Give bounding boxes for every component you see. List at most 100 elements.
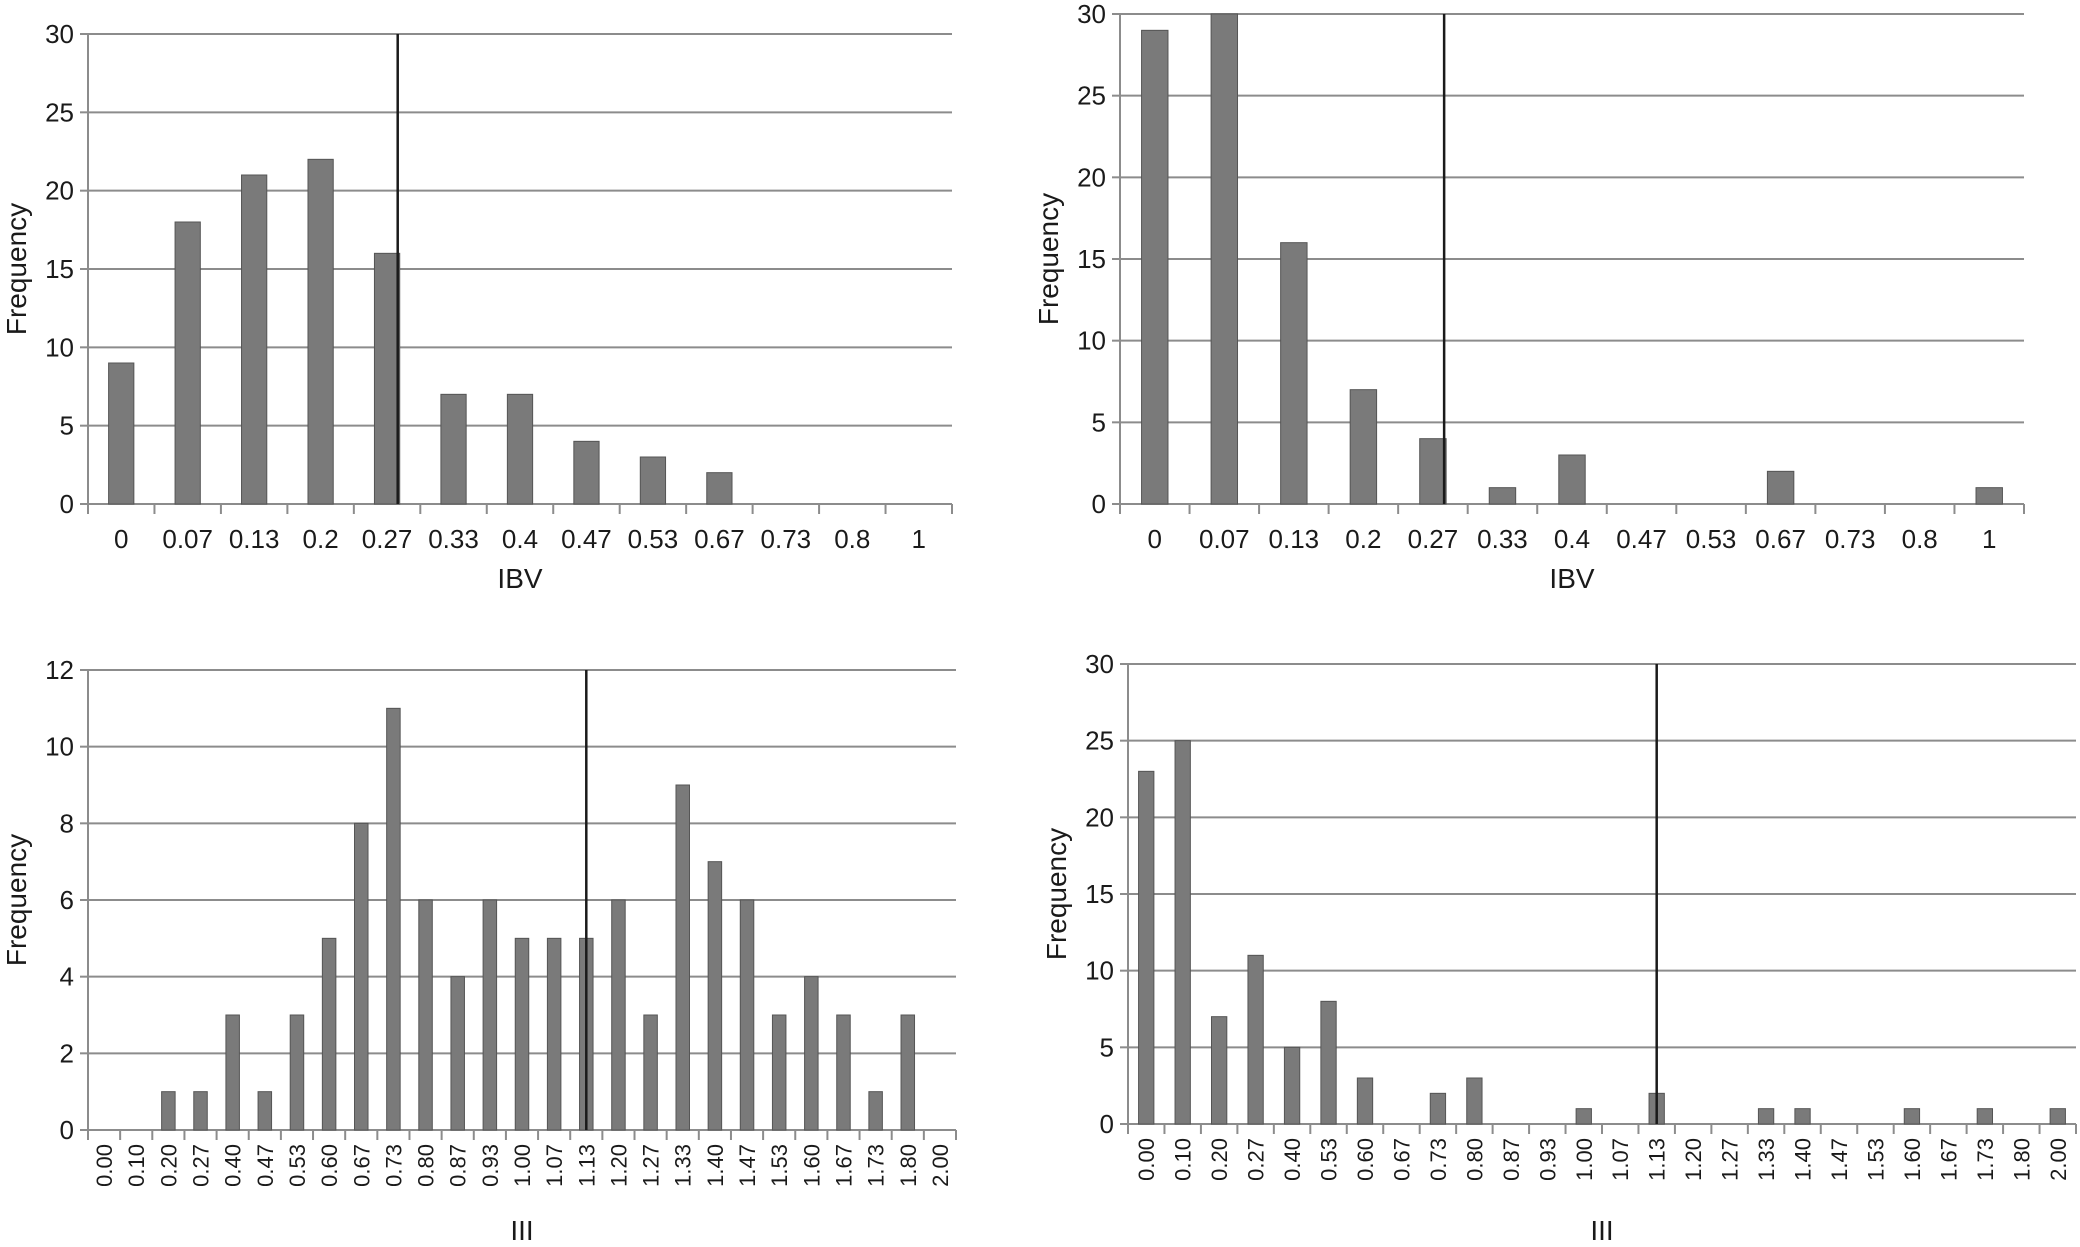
x-tick-label: 0.53 [1686,524,1737,554]
x-tick-label: 1.80 [2009,1138,2034,1181]
x-tick-label: 1.60 [799,1144,824,1187]
x-tick-label: 0.27 [362,524,413,554]
bar-0.60 [1356,1077,1374,1125]
x-tick-label: 0.33 [1477,524,1528,554]
x-tick-label: 1.20 [1681,1138,1706,1181]
bar-0.4 [506,393,534,505]
bar-0.40 [225,1014,240,1131]
x-tick-label: 0.73 [1825,524,1876,554]
bar-0.20 [1210,1016,1228,1125]
x-tick-label: 0.27 [1408,524,1459,554]
bar-0.53 [289,1014,305,1131]
y-tick-label: 2 [60,1038,74,1068]
y-tick-label: 20 [1085,802,1114,832]
x-tick-label: 1.67 [831,1144,856,1187]
bar-1.60 [1903,1108,1921,1125]
y-tick-label: 0 [60,489,74,519]
y-tick-label: 10 [1085,956,1114,986]
y-tick-label: 8 [60,808,74,838]
y-tick-label: 10 [45,332,74,362]
x-tick-label: 2.00 [928,1144,953,1187]
x-tick-label: 0.4 [1554,524,1590,554]
y-tick-label: 10 [45,732,74,762]
bar-0.07 [174,221,201,505]
x-tick-label: 1.73 [1973,1138,1998,1181]
x-tick-label: 0.47 [253,1144,278,1187]
x-tick-label: 1.80 [896,1144,921,1187]
x-tick-label: 0.60 [1353,1138,1378,1181]
bar-0.2 [307,158,334,505]
x-tick-label: 0.53 [628,524,679,554]
x-tick-label: 0 [114,524,128,554]
x-tick-label: 0.10 [124,1144,149,1187]
x-tick-label: 1 [1982,524,1996,554]
bar-0.60 [321,937,337,1131]
bar-0.53 [1320,1000,1337,1125]
x-tick-label: 0.80 [1462,1138,1487,1181]
x-tick-label: 0.47 [561,524,612,554]
x-tick-label: 1.47 [1827,1138,1852,1181]
x-tick-label: 0.67 [694,524,745,554]
x-tick-label: 1.40 [1791,1138,1816,1181]
bar-1.00 [514,937,530,1131]
y-tick-label: 15 [45,254,74,284]
y-tick-label: 30 [1085,649,1114,679]
bar-0.67 [354,822,369,1131]
x-tick-label: 2.00 [2046,1138,2071,1181]
x-tick-label: 1.00 [510,1144,535,1187]
x-tick-label: 0.07 [162,524,213,554]
x-tick-label: 0.8 [834,524,870,554]
x-axis-label: III [510,1215,533,1246]
bar-0.4 [1558,454,1586,505]
bar-0.47 [573,440,600,505]
bar-1.33 [1757,1108,1775,1125]
x-tick-label: 0.67 [349,1144,374,1187]
chart-panel-2: 0 5 10 15 20 25 30 0 0.07 0.13 0.2 0.27 0.33 0.4 0.47 0… [1033,0,2025,594]
x-tick-label: 0.13 [229,524,280,554]
x-tick-label: 1.67 [1936,1138,1961,1181]
x-tick-label: 0.67 [1755,524,1806,554]
y-tick-label: 0 [1092,489,1106,519]
y-axis-label: Frequency [1041,828,1072,960]
bar-0.67 [706,472,733,505]
bar-0.27 [373,252,401,505]
x-tick-label: 1.60 [1900,1138,1925,1181]
x-tick-label: 1.73 [864,1144,889,1187]
x-tick-label: 0.2 [303,524,339,554]
x-tick-label: 0.07 [1199,524,1250,554]
y-tick-label: 5 [60,411,74,441]
bar-1.47 [739,899,755,1131]
bar-0.93 [482,899,498,1131]
x-tick-label: 0.47 [1616,524,1667,554]
bar-2.00 [2049,1108,2066,1125]
x-tick-label: 0.10 [1171,1138,1196,1181]
chart-panel-3: 0 2 4 6 8 10 12 0.00 0.10 0.20 0.27 0.40 0.47 0.53 0.6… [1,655,957,1246]
y-tick-label: 30 [1077,0,1106,29]
bar-1.80 [900,1014,916,1131]
bar-0.13 [1280,242,1308,505]
bar-0.40 [1283,1046,1301,1125]
x-tick-label: 1.53 [767,1144,792,1187]
y-tick-label: 30 [45,19,74,49]
bar-1.00 [1575,1108,1592,1125]
bar-0.00 [1138,770,1155,1125]
x-tick-label: 1.53 [1863,1138,1888,1181]
bar-0 [1141,29,1169,505]
bar-0.2 [1349,389,1378,505]
chart-panel-4: 0 5 10 15 20 25 30 0.00 0.10 0.20 0.27 0.40 0.53 0.60… [1041,649,2077,1246]
bar-0.20 [161,1091,176,1131]
bar-0.67 [1766,470,1795,505]
x-tick-label: 0.20 [156,1144,181,1187]
x-tick-label: 0.13 [1269,524,1320,554]
x-tick-label: 0.73 [381,1144,406,1187]
x-axis-label: IBV [497,563,542,594]
x-axis-label: III [1590,1215,1613,1246]
x-tick-label: 0.87 [446,1144,471,1187]
bar-1 [1975,487,2003,505]
bar-0.07 [1210,13,1239,505]
bar-1.20 [611,899,626,1131]
x-tick-label: 1.33 [671,1144,696,1187]
x-tick-label: 0.53 [1317,1138,1342,1181]
x-tick-label: 0.27 [189,1144,214,1187]
x-tick-label: 0.8 [1902,524,1938,554]
